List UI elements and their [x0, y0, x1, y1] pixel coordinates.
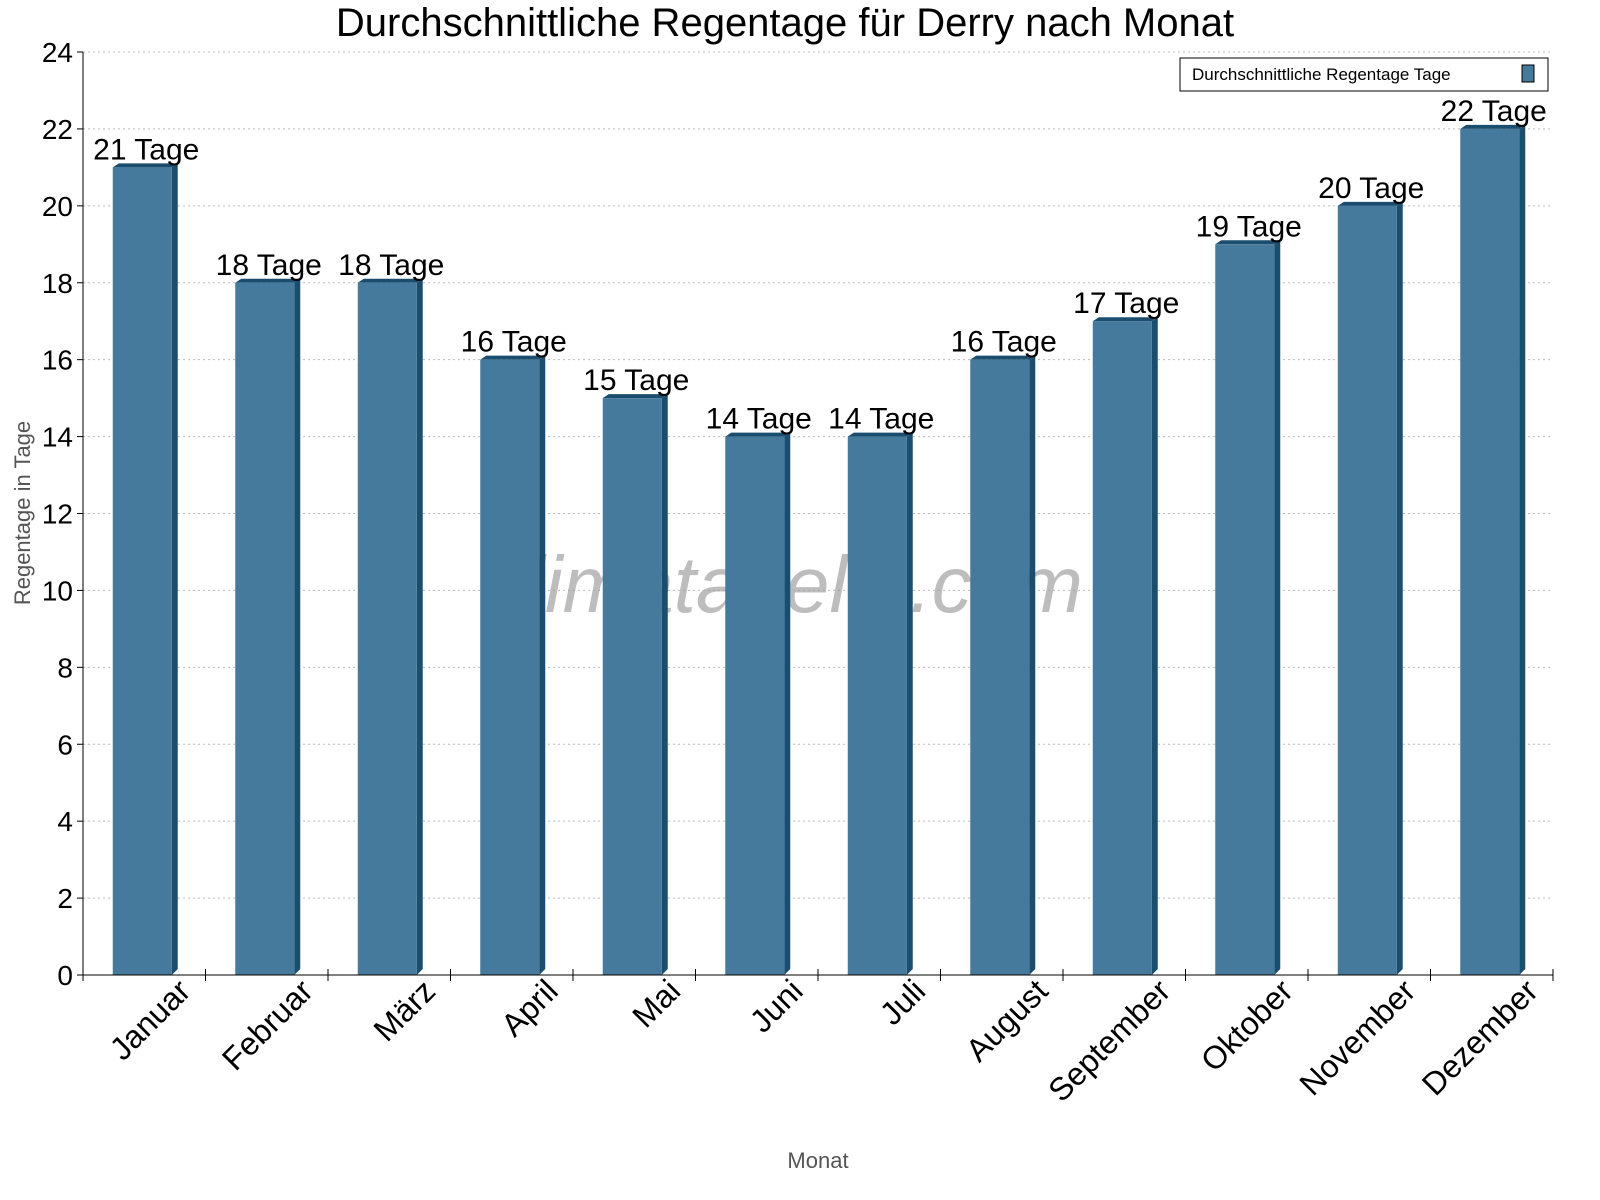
x-tick-label: Januar — [103, 972, 198, 1067]
bar — [1215, 244, 1275, 975]
x-tick-label: Mai — [625, 972, 687, 1034]
data-label: 18 Tage — [216, 249, 322, 282]
bar-side — [784, 432, 791, 975]
y-tick-label: 20 — [42, 191, 73, 222]
bar-top — [235, 278, 301, 283]
bar-top — [480, 355, 546, 360]
bars: 21 Tage 18 Tage 18 Tage 16 Tage 15 Tage 14 Ta… — [93, 95, 1547, 976]
y-tick-label: 0 — [57, 960, 73, 991]
bar-side — [1519, 124, 1526, 975]
bar — [602, 398, 662, 975]
chart-title: Durchschnittliche Regentage für Derry na… — [336, 1, 1234, 45]
bar — [725, 436, 785, 975]
bar-top — [725, 432, 791, 437]
bar — [480, 359, 540, 976]
x-tick-label: August — [959, 972, 1055, 1068]
bar-side — [1274, 240, 1281, 975]
data-label: 22 Tage — [1441, 95, 1547, 128]
bar — [1092, 321, 1152, 975]
data-label: 19 Tage — [1196, 210, 1302, 243]
bar-group: 16 Tage — [461, 326, 567, 976]
bar-top — [602, 394, 668, 399]
bar-side — [416, 278, 423, 975]
bar-group: 18 Tage — [338, 249, 444, 975]
data-label: 14 Tage — [706, 403, 812, 436]
data-label: 14 Tage — [828, 403, 934, 436]
x-tick-label: Juni — [743, 972, 810, 1039]
bar-group: 14 Tage — [828, 403, 934, 975]
y-tick-label: 12 — [42, 499, 73, 530]
x-tick-label: September — [1041, 972, 1177, 1108]
x-tick-label: Dezember — [1415, 972, 1545, 1102]
bar — [1337, 205, 1397, 976]
bar-group: 16 Tage — [951, 326, 1057, 976]
y-axis-label: Regentage in Tage — [10, 421, 35, 605]
data-label: 21 Tage — [93, 133, 199, 166]
data-label: 18 Tage — [338, 249, 444, 282]
bar-top — [1215, 240, 1281, 245]
bar — [847, 436, 907, 975]
bar — [357, 282, 417, 975]
y-tick-label: 4 — [57, 806, 73, 837]
bar-group: 20 Tage — [1318, 172, 1424, 976]
bar-top — [1337, 201, 1403, 206]
x-tick-label: November — [1292, 972, 1422, 1102]
legend-label: Durchschnittliche Regentage Tage — [1192, 65, 1451, 84]
bar-group: 17 Tage — [1073, 287, 1179, 975]
data-label: 20 Tage — [1318, 172, 1424, 205]
y-tick-label: 16 — [42, 345, 73, 376]
bar — [1460, 128, 1520, 975]
data-label: 16 Tage — [461, 326, 567, 359]
x-tick-label: Februar — [215, 972, 320, 1077]
bar-top — [1092, 317, 1158, 322]
y-tick-label: 10 — [42, 575, 73, 606]
legend-swatch — [1521, 64, 1535, 83]
data-label: 17 Tage — [1073, 287, 1179, 320]
legend-box — [1179, 57, 1549, 92]
y-tick-label: 8 — [57, 652, 73, 683]
bar-top — [112, 163, 178, 168]
y-tick-label: 14 — [42, 422, 73, 453]
y-tick-label: 24 — [42, 37, 73, 68]
bar — [970, 359, 1030, 976]
bar-group: 19 Tage — [1196, 210, 1302, 975]
y-tick-label: 22 — [42, 114, 73, 145]
bar-group: 14 Tage — [706, 403, 812, 975]
bar-group: 18 Tage — [216, 249, 322, 975]
x-axis-label: Monat — [787, 1148, 848, 1173]
bar — [235, 282, 295, 975]
legend: Durchschnittliche Regentage Tage — [1179, 57, 1549, 92]
y-tick-label: 6 — [57, 729, 73, 760]
bar-group: 21 Tage — [93, 133, 199, 975]
bar-side — [906, 432, 913, 975]
grid-lines — [83, 51, 1553, 899]
bar-group: 22 Tage — [1441, 95, 1547, 975]
x-tick-label: April — [494, 972, 565, 1043]
bar-top — [357, 278, 423, 283]
x-tick-label: März — [366, 972, 442, 1048]
x-tick-label: Oktober — [1194, 972, 1300, 1078]
y-tick-label: 2 — [57, 883, 73, 914]
bar-group: 15 Tage — [583, 364, 689, 975]
data-label: 15 Tage — [583, 364, 689, 397]
bar-side — [1396, 201, 1403, 976]
bar — [112, 167, 172, 975]
y-tick-label: 18 — [42, 268, 73, 299]
bar-side — [661, 394, 668, 975]
bar-top — [847, 432, 913, 437]
bar-side — [171, 163, 178, 975]
bar-top — [1460, 124, 1526, 129]
bar-side — [539, 355, 546, 976]
bar-side — [1151, 317, 1158, 975]
data-label: 16 Tage — [951, 326, 1057, 359]
x-tick-label: Juli — [873, 972, 932, 1031]
bar-side — [294, 278, 301, 975]
bar-side — [1029, 355, 1036, 976]
bar-top — [970, 355, 1036, 360]
